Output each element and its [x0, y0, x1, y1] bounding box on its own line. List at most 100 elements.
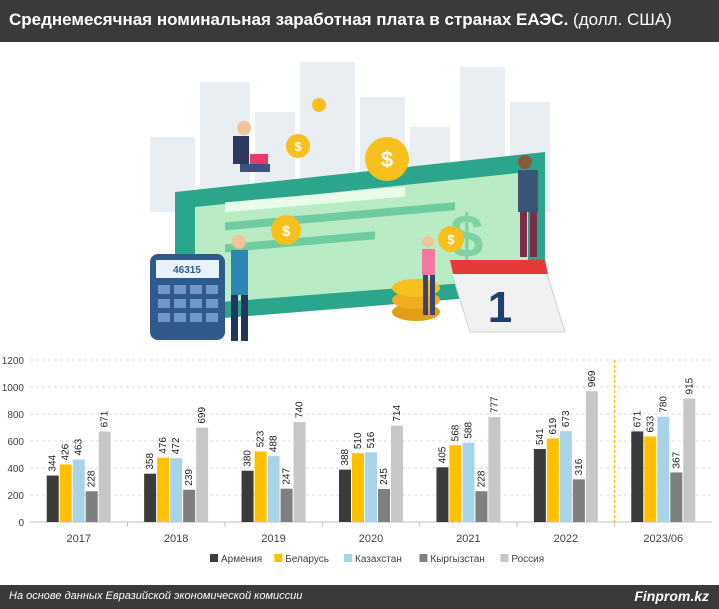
data-label: 405 [437, 446, 448, 463]
cheque: $ [175, 152, 545, 322]
bar [546, 438, 559, 522]
bar [46, 475, 59, 522]
y-tick-label: 600 [7, 437, 24, 448]
legend-label: Казахстан [355, 554, 402, 565]
bar [339, 469, 351, 522]
illustration: $ $ $ $ $ 46315 1 [150, 62, 566, 341]
calculator-display: 46315 [173, 265, 201, 276]
y-tick-label: 1000 [2, 383, 25, 394]
data-label: 367 [671, 451, 682, 468]
data-label: 463 [74, 438, 85, 455]
data-label: 228 [87, 470, 98, 487]
bar [352, 453, 364, 522]
bar [670, 472, 683, 522]
bar [559, 431, 572, 522]
data-label: 247 [282, 468, 293, 485]
bar [59, 464, 72, 522]
data-label: 239 [184, 469, 195, 486]
legend-label: Россия [511, 554, 544, 565]
x-tick-label: 2019 [261, 533, 285, 545]
bar [631, 431, 644, 522]
title-bar: Среднемесячная номинальная заработная пл… [0, 0, 719, 42]
bar [280, 488, 293, 522]
data-label: 671 [100, 410, 111, 427]
legend-label: Кыргызстан [430, 554, 484, 565]
chart-unit: (долл. США) [573, 10, 672, 29]
page-title: Среднемесячная номинальная заработная пл… [9, 10, 672, 30]
data-label: 344 [48, 454, 59, 471]
legend-label: Армения [221, 554, 262, 565]
data-label: 568 [450, 424, 461, 441]
svg-text:$: $ [447, 232, 455, 247]
data-label: 673 [561, 410, 572, 427]
legend-label: Беларусь [285, 554, 329, 565]
data-label: 699 [197, 407, 208, 424]
bar [98, 431, 111, 522]
y-tick-label: 400 [7, 464, 24, 475]
data-label: 358 [145, 453, 156, 470]
bar [293, 422, 306, 522]
bar [462, 442, 475, 522]
bar [683, 398, 696, 522]
svg-text:$: $ [381, 147, 393, 172]
bar [170, 458, 183, 522]
legend-swatch [419, 554, 428, 562]
bar [72, 459, 85, 522]
bar [475, 491, 488, 522]
x-tick-label: 2021 [456, 533, 480, 545]
data-label: 780 [658, 396, 669, 413]
bar [533, 448, 546, 522]
svg-text:$: $ [294, 139, 302, 154]
data-label: 426 [61, 443, 72, 460]
x-tick-label: 2020 [359, 533, 383, 545]
bar [196, 427, 209, 522]
x-tick-label: 2023/06 [643, 533, 683, 545]
calendar-day: 1 [488, 283, 512, 332]
data-label: 633 [645, 415, 656, 432]
x-tick-label: 2017 [66, 533, 90, 545]
data-label: 671 [632, 410, 643, 427]
bar [378, 488, 390, 522]
y-tick-label: 800 [7, 410, 24, 421]
bar [488, 417, 501, 522]
bar [85, 491, 98, 522]
data-label: 245 [379, 468, 390, 485]
data-label: 777 [489, 396, 500, 413]
bar [254, 451, 267, 522]
bar [449, 445, 462, 522]
data-label: 380 [243, 450, 254, 467]
data-label: 541 [535, 428, 546, 445]
legend-swatch [344, 554, 352, 562]
data-label: 316 [574, 458, 585, 475]
y-tick-label: 200 [7, 491, 24, 502]
calculator-icon: 46315 [150, 254, 225, 340]
bar [183, 489, 196, 522]
bar [267, 456, 280, 522]
data-label: 388 [340, 448, 351, 465]
bar [436, 467, 449, 522]
legend-swatch [274, 554, 283, 562]
brand-logo: Finprom.kz [634, 588, 709, 604]
bar [572, 479, 585, 522]
x-tick-label: 2018 [164, 533, 188, 545]
calendar-icon: 1 [449, 260, 566, 333]
data-label: 588 [463, 421, 474, 438]
legend-swatch [210, 554, 218, 562]
bar [241, 470, 254, 522]
bar [365, 452, 377, 522]
data-label: 714 [392, 404, 403, 421]
people-figures [231, 121, 538, 341]
svg-text:$: $ [282, 223, 291, 240]
bar [144, 473, 157, 522]
data-label: 915 [684, 377, 695, 394]
bar [644, 436, 657, 522]
source-note: На основе данных Евразийской экономическ… [9, 590, 303, 602]
y-tick-label: 0 [18, 518, 24, 529]
bar [391, 425, 403, 522]
data-label: 523 [256, 430, 267, 447]
bar [657, 416, 670, 522]
y-tick-label: 1200 [2, 356, 25, 367]
data-label: 510 [353, 432, 364, 449]
data-label: 228 [476, 470, 487, 487]
